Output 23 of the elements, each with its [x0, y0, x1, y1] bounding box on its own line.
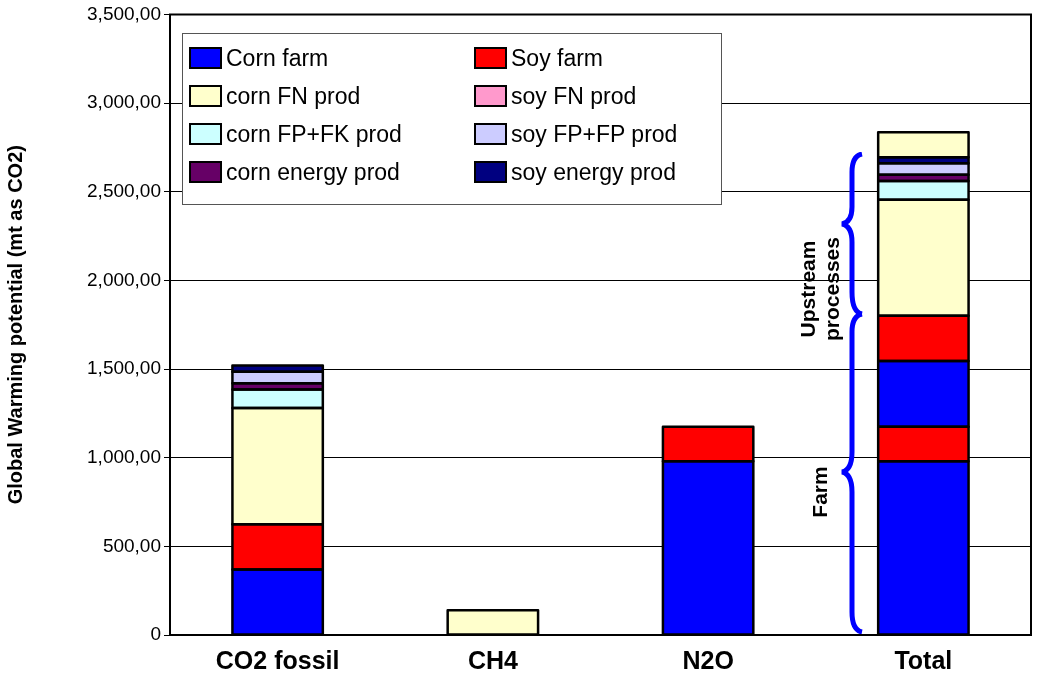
- legend-label: soy FN prod: [511, 82, 637, 110]
- legend-label: corn energy prod: [226, 158, 400, 186]
- y-tick-label: 0: [150, 623, 161, 645]
- legend-label: soy FP+FP prod: [511, 120, 678, 148]
- legend-label: Soy farm: [511, 44, 604, 72]
- y-tick-label: 1,500,00: [87, 357, 161, 379]
- annotation: Farm: [808, 465, 832, 520]
- x-tick-label: Total: [894, 645, 953, 674]
- legend-label: corn FP+FK prod: [226, 120, 402, 148]
- legend-label: corn FN prod: [226, 82, 361, 110]
- legend-label: Corn farm: [226, 44, 329, 72]
- y-tick-label: 1,000,00: [87, 445, 161, 467]
- y-tick-label: 3,500,00: [87, 2, 161, 24]
- y-tick-label: 500,00: [102, 534, 161, 556]
- x-tick-label: CO2 fossil: [215, 645, 340, 674]
- legend-label: soy energy prod: [511, 158, 676, 186]
- x-tick-label: N2O: [682, 645, 734, 674]
- annotation: Upstream processes: [796, 236, 844, 343]
- y-tick-label: 3,000,00: [87, 91, 161, 113]
- x-tick-label: CH4: [467, 645, 518, 674]
- y-tick-label: 2,500,00: [87, 179, 161, 201]
- y-axis-title: Global Warming potential (mt as CO2): [3, 145, 26, 505]
- y-tick-label: 2,000,00: [87, 268, 161, 290]
